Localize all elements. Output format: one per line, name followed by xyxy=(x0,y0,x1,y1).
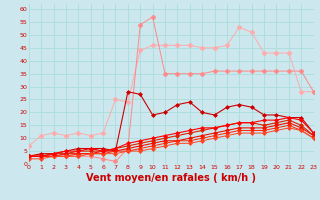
X-axis label: Vent moyen/en rafales ( km/h ): Vent moyen/en rafales ( km/h ) xyxy=(86,173,256,183)
